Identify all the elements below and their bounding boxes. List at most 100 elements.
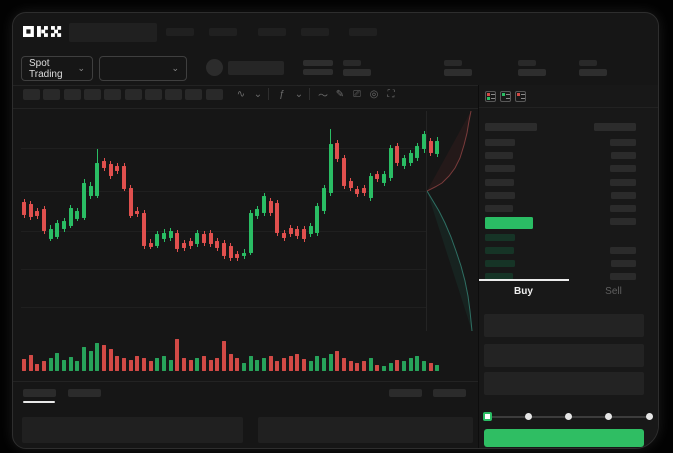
candle [215, 241, 220, 248]
volume-bar [388, 363, 393, 371]
ob-bid-price [485, 273, 513, 281]
candle [368, 176, 373, 198]
chart-gridline [21, 231, 426, 232]
nav-item-placeholder[interactable] [209, 28, 237, 36]
volume-bar [335, 351, 340, 371]
ob-last-price-bar [485, 217, 533, 230]
candle [108, 164, 113, 176]
slider-stop-dot[interactable] [524, 413, 532, 420]
slider-stop-dot[interactable] [605, 413, 613, 420]
volume-bar [175, 339, 180, 371]
candle-type-icon[interactable]: ∿ [236, 88, 246, 100]
camera-icon[interactable]: ⎚ [353, 88, 361, 100]
ob-bid-price [485, 233, 515, 241]
book-all-icon[interactable] [485, 91, 496, 102]
header-search-placeholder[interactable] [69, 23, 157, 42]
slider-handle[interactable] [483, 412, 492, 421]
candle [75, 211, 80, 219]
nav-item-placeholder[interactable] [166, 28, 194, 36]
book-bids-icon[interactable] [500, 91, 511, 102]
volume-bar [162, 356, 166, 371]
volume-bar [42, 361, 46, 371]
bottom-tab[interactable] [68, 389, 101, 397]
book-icon-line [521, 94, 525, 95]
volume-bar [242, 363, 246, 371]
tab-buy[interactable]: Buy [514, 286, 533, 297]
candle [362, 188, 366, 193]
price-sub-placeholder [303, 69, 333, 75]
depth-curve-overlay [426, 110, 480, 332]
candlestick-chart[interactable] [21, 110, 480, 332]
toolbar-separator [268, 88, 269, 100]
ob-ask-price [485, 191, 515, 199]
candle [248, 213, 253, 253]
volume-bar [375, 365, 380, 371]
bottom-action-placeholder[interactable] [433, 389, 466, 397]
nav-item-placeholder[interactable] [301, 28, 329, 36]
candle [255, 209, 260, 216]
buy-submit-button[interactable] [484, 429, 644, 447]
settings-gear-icon[interactable]: ◎ [369, 88, 379, 100]
history-table-placeholder [258, 417, 473, 443]
timeframe-button-placeholder[interactable] [185, 89, 203, 100]
market-type-select[interactable]: Spot Trading ⌄ [21, 56, 93, 81]
volume-bar [68, 357, 73, 371]
ob-amount [610, 218, 636, 226]
timeframe-button-placeholder[interactable] [43, 89, 61, 100]
bottom-action-placeholder[interactable] [389, 389, 422, 397]
candle [262, 196, 266, 213]
candle [202, 234, 206, 243]
chevron-down-icon[interactable]: ⌄ [253, 88, 263, 100]
volume-bar [188, 360, 193, 371]
candle [342, 158, 346, 186]
price-input-placeholder[interactable] [484, 314, 644, 337]
total-input-placeholder[interactable] [484, 372, 644, 395]
tab-sell[interactable]: Sell [605, 286, 622, 297]
candle [122, 166, 126, 189]
nav-item-placeholder[interactable] [349, 28, 377, 36]
candle [428, 141, 433, 153]
slider-stop-dot[interactable] [645, 413, 653, 420]
candle [28, 204, 33, 217]
line-tool-icon[interactable]: 〜 [318, 90, 328, 102]
timeframe-button-placeholder[interactable] [124, 89, 142, 100]
volume-bar [368, 358, 373, 371]
candle [375, 174, 380, 179]
volume-bar [302, 359, 306, 371]
timeframe-button-placeholder[interactable] [165, 89, 183, 100]
book-asks-icon[interactable] [515, 91, 526, 102]
candle [335, 143, 340, 159]
timeframe-button-placeholder[interactable] [63, 89, 81, 100]
amount-input-placeholder[interactable] [484, 344, 644, 367]
bottom-tab-active[interactable] [23, 389, 56, 397]
pair-select[interactable]: ⌄ [99, 56, 187, 81]
stat-value-placeholder [343, 69, 371, 76]
candle [168, 231, 173, 238]
timeframe-button-placeholder[interactable] [144, 89, 162, 100]
volume-bar [255, 360, 260, 371]
ob-amount [610, 178, 636, 186]
timeframe-button-placeholder[interactable] [104, 89, 122, 100]
candle [195, 233, 200, 244]
ob-ask-price [485, 178, 514, 186]
candle [48, 229, 53, 239]
timeframe-button-placeholder[interactable] [23, 89, 40, 100]
ob-amount [610, 165, 636, 173]
pair-name-placeholder [228, 61, 284, 75]
candle [68, 208, 73, 226]
chevron-down-icon[interactable]: ⌄ [294, 88, 304, 100]
book-icon-accent [517, 93, 520, 96]
price-placeholder [303, 60, 333, 66]
book-icon-accent [487, 93, 490, 96]
draw-tool-icon[interactable]: ✎ [335, 88, 345, 100]
timeframe-button-placeholder[interactable] [83, 89, 101, 100]
chart-gridline [21, 307, 426, 308]
indicator-icon[interactable]: ƒ [279, 88, 285, 100]
candle [242, 253, 246, 256]
slider-stop-dot[interactable] [565, 413, 572, 420]
nav-item-placeholder[interactable] [258, 28, 286, 36]
candle [422, 134, 426, 149]
candle [395, 146, 400, 163]
timeframe-button-placeholder[interactable] [205, 89, 223, 100]
fullscreen-icon[interactable]: ⛶ [387, 88, 395, 100]
